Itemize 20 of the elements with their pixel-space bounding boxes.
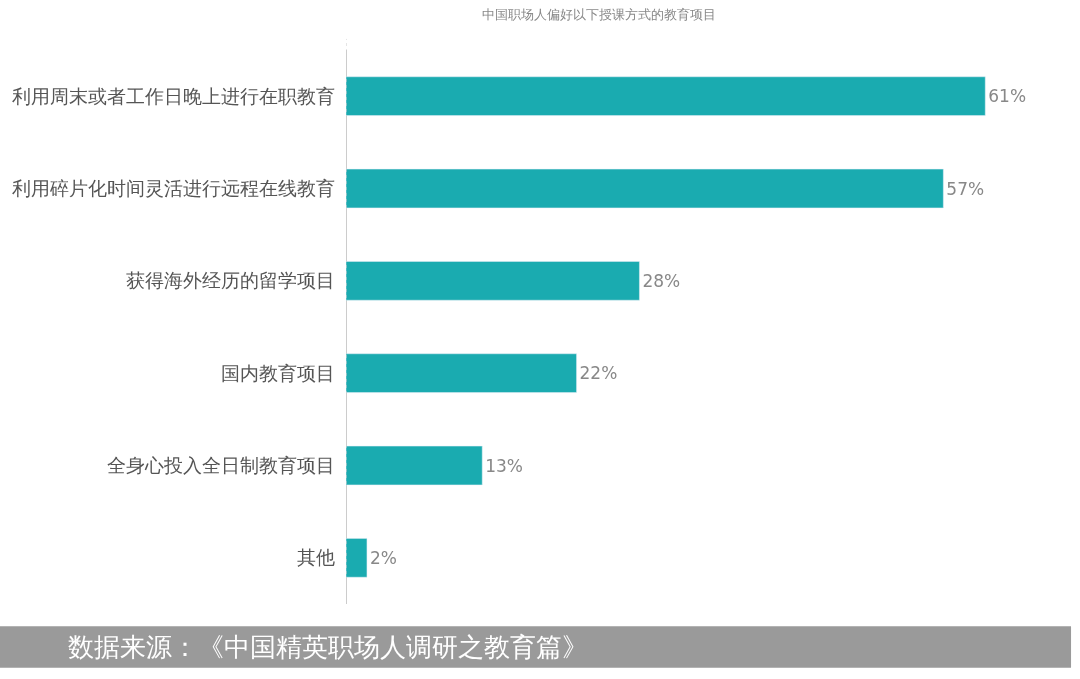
bar: [346, 445, 483, 486]
data-label: 22%: [579, 363, 618, 384]
data-label: 57%: [946, 178, 985, 199]
bar: [346, 353, 577, 393]
y-tick-label: 其他: [297, 546, 335, 569]
bar: [346, 538, 368, 578]
bar: [346, 261, 640, 301]
data-label: 28%: [642, 270, 681, 291]
y-tick-label: 全身心投入全日制教育项目: [107, 454, 335, 477]
y-tick-label: 利用周末或者工作日晚上进行在职教育: [12, 84, 335, 107]
bar: [346, 168, 944, 209]
bar: [346, 76, 986, 116]
y-tick-label: 国内教育项目: [221, 361, 335, 384]
y-tick-label: 获得海外经历的留学项目: [126, 269, 335, 292]
y-tick-label: 利用碎片化时间灵活进行远程在线教育: [12, 177, 335, 200]
data-label: 13%: [485, 455, 524, 476]
chart-title: 中国职场人偏好以下授课方式的教育项目: [482, 7, 717, 23]
data-label: 61%: [988, 86, 1027, 107]
source-note: 数据来源：《中国精英职场人调研之教育篇》: [68, 632, 588, 662]
data-label: 2%: [369, 547, 397, 568]
